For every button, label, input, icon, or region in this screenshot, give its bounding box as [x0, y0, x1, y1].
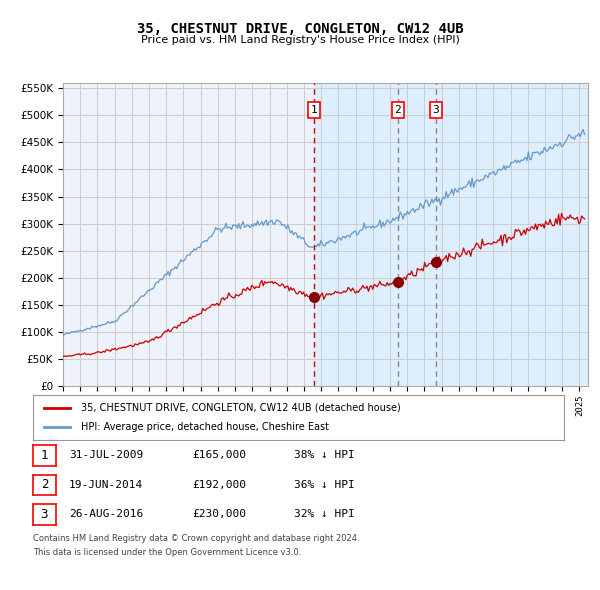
Text: 32% ↓ HPI: 32% ↓ HPI: [294, 510, 355, 519]
Text: 38% ↓ HPI: 38% ↓ HPI: [294, 451, 355, 460]
Text: 3: 3: [432, 105, 439, 114]
Text: 35, CHESTNUT DRIVE, CONGLETON, CW12 4UB (detached house): 35, CHESTNUT DRIVE, CONGLETON, CW12 4UB …: [81, 403, 401, 412]
Text: Price paid vs. HM Land Registry's House Price Index (HPI): Price paid vs. HM Land Registry's House …: [140, 35, 460, 45]
Text: 1: 1: [311, 105, 317, 114]
Text: 31-JUL-2009: 31-JUL-2009: [69, 451, 143, 460]
Text: 2: 2: [395, 105, 401, 114]
Text: 1: 1: [41, 449, 48, 462]
Text: 26-AUG-2016: 26-AUG-2016: [69, 510, 143, 519]
Text: Contains HM Land Registry data © Crown copyright and database right 2024.: Contains HM Land Registry data © Crown c…: [33, 534, 359, 543]
Text: 2: 2: [41, 478, 48, 491]
Text: £230,000: £230,000: [192, 510, 246, 519]
Text: 19-JUN-2014: 19-JUN-2014: [69, 480, 143, 490]
Text: 36% ↓ HPI: 36% ↓ HPI: [294, 480, 355, 490]
Text: HPI: Average price, detached house, Cheshire East: HPI: Average price, detached house, Ches…: [81, 422, 329, 432]
Text: £165,000: £165,000: [192, 451, 246, 460]
Text: £192,000: £192,000: [192, 480, 246, 490]
Text: 3: 3: [41, 508, 48, 521]
Text: 35, CHESTNUT DRIVE, CONGLETON, CW12 4UB: 35, CHESTNUT DRIVE, CONGLETON, CW12 4UB: [137, 22, 463, 37]
Bar: [314, 83, 588, 386]
Text: This data is licensed under the Open Government Licence v3.0.: This data is licensed under the Open Gov…: [33, 548, 301, 556]
